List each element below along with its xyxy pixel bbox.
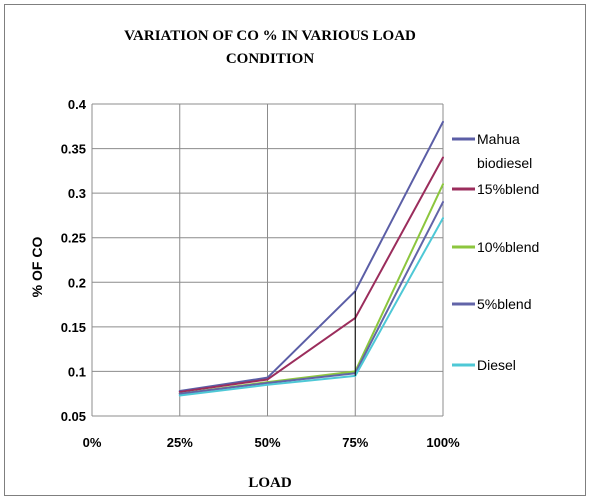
- y-tick-label: 0.35: [61, 142, 86, 157]
- y-tick-label: 0.05: [61, 409, 86, 424]
- x-tick-label: 0%: [83, 435, 102, 450]
- y-tick-label: 0.4: [68, 97, 87, 112]
- legend-label: Diesel: [477, 357, 516, 373]
- data-point: [178, 394, 181, 397]
- x-axis-title: LOAD: [248, 475, 292, 491]
- x-tick-label: 100%: [426, 435, 460, 450]
- legend-label: 5%blend: [477, 296, 532, 312]
- y-tick-label: 0.3: [68, 186, 86, 201]
- legend-label: Mahua: [477, 131, 520, 147]
- y-tick-label: 0.25: [61, 231, 86, 246]
- chart-title-line-1: VARIATION OF CO % IN VARIOUS LOAD: [124, 28, 416, 44]
- data-point: [266, 378, 269, 381]
- series-line-3: [179, 201, 444, 395]
- data-point: [178, 390, 181, 393]
- legend-label: 10%blend: [477, 239, 539, 255]
- x-tick-label: 50%: [254, 435, 280, 450]
- series-line-4: [179, 217, 444, 397]
- data-point: [442, 120, 444, 123]
- legend-label: biodiesel: [477, 155, 532, 171]
- y-tick-label: 0.15: [61, 320, 86, 335]
- data-point: [266, 382, 269, 385]
- axis-ticks: 0.05 0.1 0.15 0.2 0.25 0.3 0.35 0.4 0% 25% 50% 75% 1…: [61, 97, 460, 450]
- series-lines: [178, 120, 444, 397]
- x-tick-label: 25%: [167, 435, 193, 450]
- x-tick-label: 75%: [342, 435, 368, 450]
- chart-title-line-2: CONDITION: [226, 51, 315, 67]
- y-tick-label: 0.2: [68, 275, 86, 290]
- data-point: [442, 183, 444, 186]
- legend: Mahua biodiesel 15%blend 10%blend 5%blend Die…: [452, 131, 539, 373]
- y-axis-title: % OF CO: [29, 237, 45, 298]
- series-line-0: [179, 121, 444, 393]
- data-point: [178, 392, 181, 395]
- legend-label: 15%blend: [477, 181, 539, 197]
- y-tick-label: 0.1: [68, 364, 86, 379]
- data-point: [442, 156, 444, 159]
- series-line-1: [179, 157, 444, 393]
- data-point: [442, 201, 444, 204]
- grid: [91, 103, 444, 417]
- data-point: [266, 383, 269, 386]
- data-point: [442, 217, 444, 220]
- chart-frame: [4, 4, 586, 496]
